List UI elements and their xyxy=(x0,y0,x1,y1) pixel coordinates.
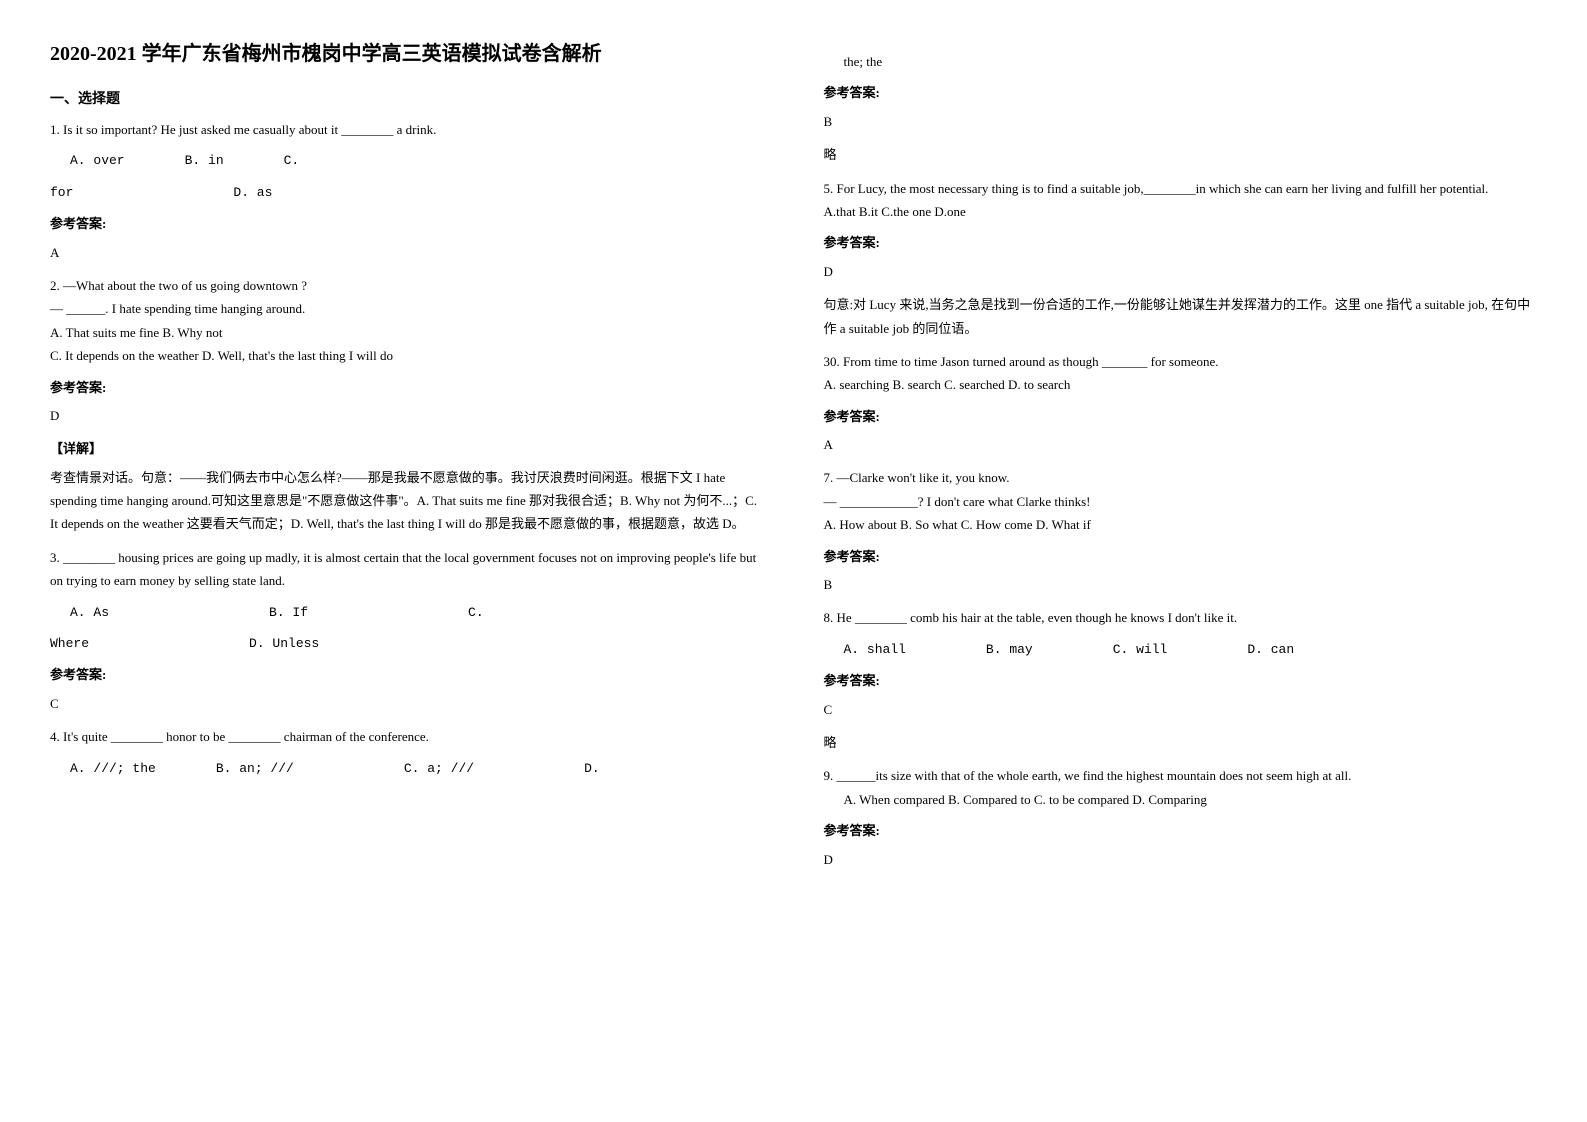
option-c: C. xyxy=(284,149,300,172)
document-title: 2020-2021 学年广东省梅州市槐岗中学高三英语模拟试卷含解析 xyxy=(50,40,764,68)
option-d: D. can xyxy=(1247,638,1294,661)
note: 略 xyxy=(824,143,1538,166)
option-c: C. a; /// xyxy=(404,757,474,780)
question-options-row2: for D. as xyxy=(50,181,764,204)
answer-label: 参考答案: xyxy=(824,231,1538,254)
note: 略 xyxy=(824,731,1538,754)
option-c-cont: for xyxy=(50,181,73,204)
question-line2: — ______. I hate spending time hanging a… xyxy=(50,297,764,320)
option-d: D. xyxy=(584,757,600,780)
answer-label: 参考答案: xyxy=(824,669,1538,692)
answer-value: A xyxy=(50,241,764,264)
question-7: 7. —Clarke won't like it, you know. — __… xyxy=(824,466,1538,596)
answer-label: 参考答案: xyxy=(50,376,764,399)
option-b: B. may xyxy=(986,638,1033,661)
question-text: 8. He ________ comb his hair at the tabl… xyxy=(824,606,1538,629)
question-3: 3. ________ housing prices are going up … xyxy=(50,546,764,715)
question-options: A.that B.it C.the one D.one xyxy=(824,200,1538,223)
answer-label: 参考答案: xyxy=(824,81,1538,104)
answer-value: A xyxy=(824,433,1538,456)
answer-label: 参考答案: xyxy=(824,405,1538,428)
question-options: A. shall B. may C. will D. can xyxy=(824,638,1538,661)
answer-value: C xyxy=(824,698,1538,721)
option-a: A. shall xyxy=(844,638,906,661)
answer-value: D xyxy=(824,260,1538,283)
question-4: 4. It's quite ________ honor to be _____… xyxy=(50,725,764,780)
option-b: B. an; /// xyxy=(216,757,294,780)
answer-value: D xyxy=(50,404,764,427)
question-line1: 7. —Clarke won't like it, you know. xyxy=(824,466,1538,489)
question-8: 8. He ________ comb his hair at the tabl… xyxy=(824,606,1538,754)
option-c-cont: Where xyxy=(50,632,89,655)
question-text: 5. For Lucy, the most necessary thing is… xyxy=(824,177,1538,200)
question-text: 4. It's quite ________ honor to be _____… xyxy=(50,725,764,748)
left-column: 2020-2021 学年广东省梅州市槐岗中学高三英语模拟试卷含解析 一、选择题 … xyxy=(20,40,794,881)
question-text: 9. ______its size with that of the whole… xyxy=(824,764,1538,787)
answer-label: 参考答案: xyxy=(50,212,764,235)
question-5: 5. For Lucy, the most necessary thing is… xyxy=(824,177,1538,340)
answer-value: D xyxy=(824,848,1538,871)
option-d: D. as xyxy=(233,181,272,204)
answer-label: 参考答案: xyxy=(50,663,764,686)
option-d: D. Unless xyxy=(249,632,319,655)
option-b: B. in xyxy=(185,149,224,172)
option-b: B. If xyxy=(269,601,308,624)
question-line1: 2. —What about the two of us going downt… xyxy=(50,274,764,297)
answer-label: 参考答案: xyxy=(824,819,1538,842)
option-a: A. As xyxy=(70,601,109,624)
right-column: the; the 参考答案: B 略 5. For Lucy, the most… xyxy=(794,40,1568,881)
detail-label: 【详解】 xyxy=(50,437,764,460)
question-30: 30. From time to time Jason turned aroun… xyxy=(824,350,1538,457)
question-9: 9. ______its size with that of the whole… xyxy=(824,764,1538,871)
option-c: C. xyxy=(468,601,484,624)
answer-value: B xyxy=(824,110,1538,133)
question-options: A. When compared B. Compared to C. to be… xyxy=(824,788,1538,811)
question-options: A. ///; the B. an; /// C. a; /// D. xyxy=(70,757,764,780)
question-options: A. As B. If C. xyxy=(50,601,764,624)
option-c: C. will xyxy=(1113,638,1168,661)
question-text: 1. Is it so important? He just asked me … xyxy=(50,118,764,141)
option-a: A. over xyxy=(70,149,125,172)
question-options-row2: Where D. Unless xyxy=(50,632,764,655)
question-line2: — ____________? I don't care what Clarke… xyxy=(824,490,1538,513)
question-options: A. searching B. search C. searched D. to… xyxy=(824,373,1538,396)
question-options: A. over B. in C. xyxy=(50,149,764,172)
option-cd: C. It depends on the weather D. Well, th… xyxy=(50,344,764,367)
explanation: 句意:对 Lucy 来说,当务之急是找到一份合适的工作,一份能够让她谋生并发挥潜… xyxy=(824,293,1538,340)
option-d-cont: the; the xyxy=(824,50,1538,73)
option-a: A. ///; the xyxy=(70,757,156,780)
question-1: 1. Is it so important? He just asked me … xyxy=(50,118,764,264)
question-text: 3. ________ housing prices are going up … xyxy=(50,546,764,593)
section-header: 一、选择题 xyxy=(50,88,764,108)
question-options: A. How about B. So what C. How come D. W… xyxy=(824,513,1538,536)
option-ab: A. That suits me fine B. Why not xyxy=(50,321,764,344)
question-text: 30. From time to time Jason turned aroun… xyxy=(824,350,1538,373)
question-2: 2. —What about the two of us going downt… xyxy=(50,274,764,536)
question-4-cont: the; the 参考答案: B 略 xyxy=(824,50,1538,167)
answer-value: B xyxy=(824,573,1538,596)
answer-value: C xyxy=(50,692,764,715)
explanation: 考查情景对话。句意：——我们俩去市中心怎么样?——那是我最不愿意做的事。我讨厌浪… xyxy=(50,466,764,536)
answer-label: 参考答案: xyxy=(824,545,1538,568)
